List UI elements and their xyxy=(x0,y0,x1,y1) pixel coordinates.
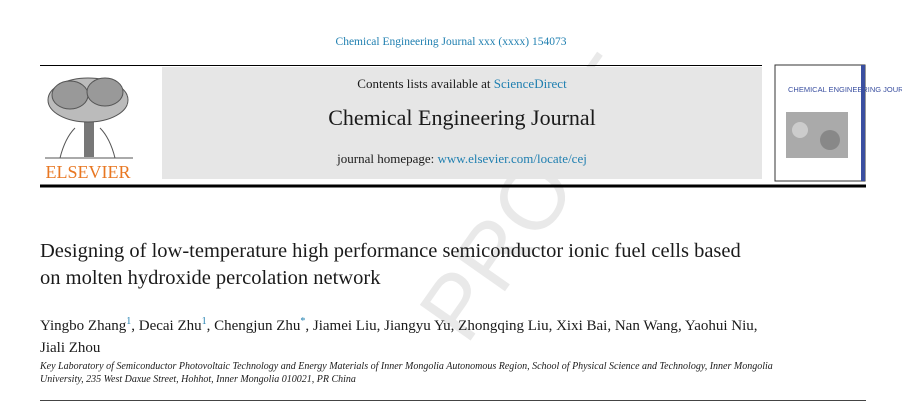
author-name: Zhongqing Liu xyxy=(458,318,549,334)
author-name: Yingbo Zhang xyxy=(40,318,127,334)
homepage-line: journal homepage: www.elsevier.com/locat… xyxy=(162,151,762,167)
author-name: Chengjun Zhu xyxy=(214,318,301,334)
author-name: Xixi Bai xyxy=(556,318,608,334)
author-mark: 1 xyxy=(126,316,132,327)
citation[interactable]: Chemical Engineering Journal xxx (xxxx) … xyxy=(335,36,567,48)
publisher: ELSEVIER xyxy=(46,162,131,182)
contents-link[interactable]: ScienceDirect xyxy=(493,76,567,91)
author-mark: * xyxy=(300,316,306,327)
author-mark: 1 xyxy=(201,316,207,327)
contents-line: Contents lists available at ScienceDirec… xyxy=(162,76,762,92)
elsevier-tree xyxy=(45,77,133,159)
author-name: Jiangyu Yu xyxy=(384,318,451,334)
cover-title: CHEMICAL ENGINEERING JOURNAL xyxy=(788,85,902,94)
author-name: Jiamei Liu xyxy=(312,318,377,334)
cover-title-text: CHEMICAL ENGINEERING JOURNAL xyxy=(788,85,902,94)
contents-prefix: Contents lists available at xyxy=(357,76,491,91)
author-name: Jiali Zhou xyxy=(40,340,101,356)
article-title: Designing of low-temperature high perfor… xyxy=(40,240,741,289)
header-band xyxy=(162,67,762,179)
affiliation: Key Laboratory of Semiconductor Photovol… xyxy=(40,361,773,385)
author-name: Decai Zhu xyxy=(138,318,202,334)
author-name: Nan Wang xyxy=(614,318,678,334)
journal-cover xyxy=(774,64,866,182)
author-name: Yaohui Niu xyxy=(684,318,754,334)
authors: Yingbo Zhang1, Decai Zhu1, Chengjun Zhu*… xyxy=(40,316,758,356)
homepage-link[interactable]: www.elsevier.com/locate/cej xyxy=(437,151,587,166)
homepage-prefix: journal homepage: xyxy=(337,151,435,166)
journal-name: Chemical Engineering Journal xyxy=(328,105,596,130)
